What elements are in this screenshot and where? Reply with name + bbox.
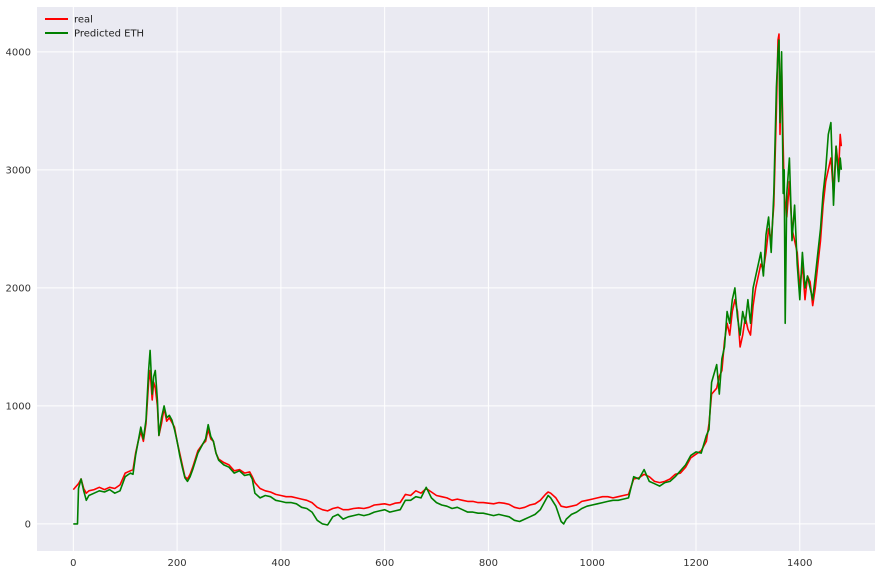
x-tick-label: 1200 — [683, 558, 708, 569]
legend-item: real — [45, 15, 93, 26]
grid-lines — [37, 7, 875, 551]
y-tick-label: 3000 — [6, 165, 31, 176]
x-tick-label: 800 — [479, 558, 498, 569]
x-tick-label: 1400 — [787, 558, 812, 569]
y-tick-label: 4000 — [6, 47, 31, 58]
legend-item: Predicted ETH — [45, 29, 144, 40]
tick-labels: 0 200 400 600 800 1000 1200 1400 0 1000 2000 3000 40… — [6, 47, 813, 569]
legend: real Predicted ETH — [45, 15, 144, 40]
series-lines — [72, 33, 843, 526]
x-tick-label: 400 — [271, 558, 290, 569]
y-tick-label: 1000 — [6, 401, 31, 412]
x-tick-label: 600 — [375, 558, 394, 569]
legend-label: real — [74, 15, 93, 26]
y-tick-label: 2000 — [6, 283, 31, 294]
x-tick-label: 1000 — [579, 558, 604, 569]
legend-label: Predicted ETH — [74, 29, 144, 40]
series-line-predicted-eth — [73, 39, 843, 526]
x-tick-label: 200 — [168, 558, 187, 569]
plot-area — [37, 7, 875, 551]
y-tick-label: 0 — [25, 519, 31, 530]
x-tick-label: 0 — [70, 558, 76, 569]
